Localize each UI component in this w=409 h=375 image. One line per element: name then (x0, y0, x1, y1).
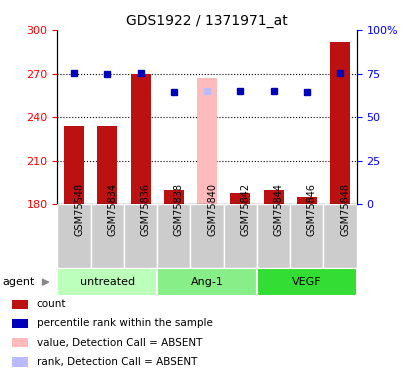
Bar (290, 204, 323, 268)
Bar (12, 338, 28, 347)
Bar (12, 300, 28, 309)
Bar (90, 204, 124, 268)
Bar (12, 357, 28, 366)
Text: GSM75844: GSM75844 (273, 183, 283, 236)
Text: GSM75838: GSM75838 (173, 183, 183, 236)
Bar (230, 193, 249, 204)
Bar (124, 204, 157, 268)
Bar (64, 126, 84, 204)
Text: GSM75840: GSM75840 (207, 183, 216, 236)
Bar (57, 204, 90, 268)
Bar (296, 197, 316, 204)
Title: GDS1922 / 1371971_at: GDS1922 / 1371971_at (126, 13, 287, 28)
Bar (157, 268, 256, 296)
Text: untreated: untreated (79, 277, 135, 287)
Text: GSM75848: GSM75848 (339, 183, 349, 236)
Text: GSM75846: GSM75846 (306, 183, 316, 236)
Text: VEGF: VEGF (291, 277, 321, 287)
Bar (190, 204, 223, 268)
Text: percentile rank within the sample: percentile rank within the sample (36, 318, 212, 328)
Text: rank, Detection Call = ABSENT: rank, Detection Call = ABSENT (36, 357, 196, 367)
Text: value, Detection Call = ABSENT: value, Detection Call = ABSENT (36, 338, 202, 348)
Text: agent: agent (3, 277, 35, 286)
Text: GSM75834: GSM75834 (107, 183, 117, 236)
Bar (256, 204, 290, 268)
Bar (329, 42, 349, 204)
Bar (263, 190, 283, 204)
Bar (130, 74, 150, 204)
Bar (57, 268, 157, 296)
Text: Ang-1: Ang-1 (190, 277, 223, 287)
Bar (223, 204, 256, 268)
Bar (323, 204, 356, 268)
Text: GSM75548: GSM75548 (74, 183, 84, 236)
Bar (157, 204, 190, 268)
Bar (164, 190, 183, 204)
Bar (197, 78, 216, 204)
Text: GSM75836: GSM75836 (140, 183, 150, 236)
Bar (97, 126, 117, 204)
Text: GSM75842: GSM75842 (240, 183, 250, 236)
Bar (256, 268, 356, 296)
Bar (12, 319, 28, 328)
Text: count: count (36, 299, 66, 309)
